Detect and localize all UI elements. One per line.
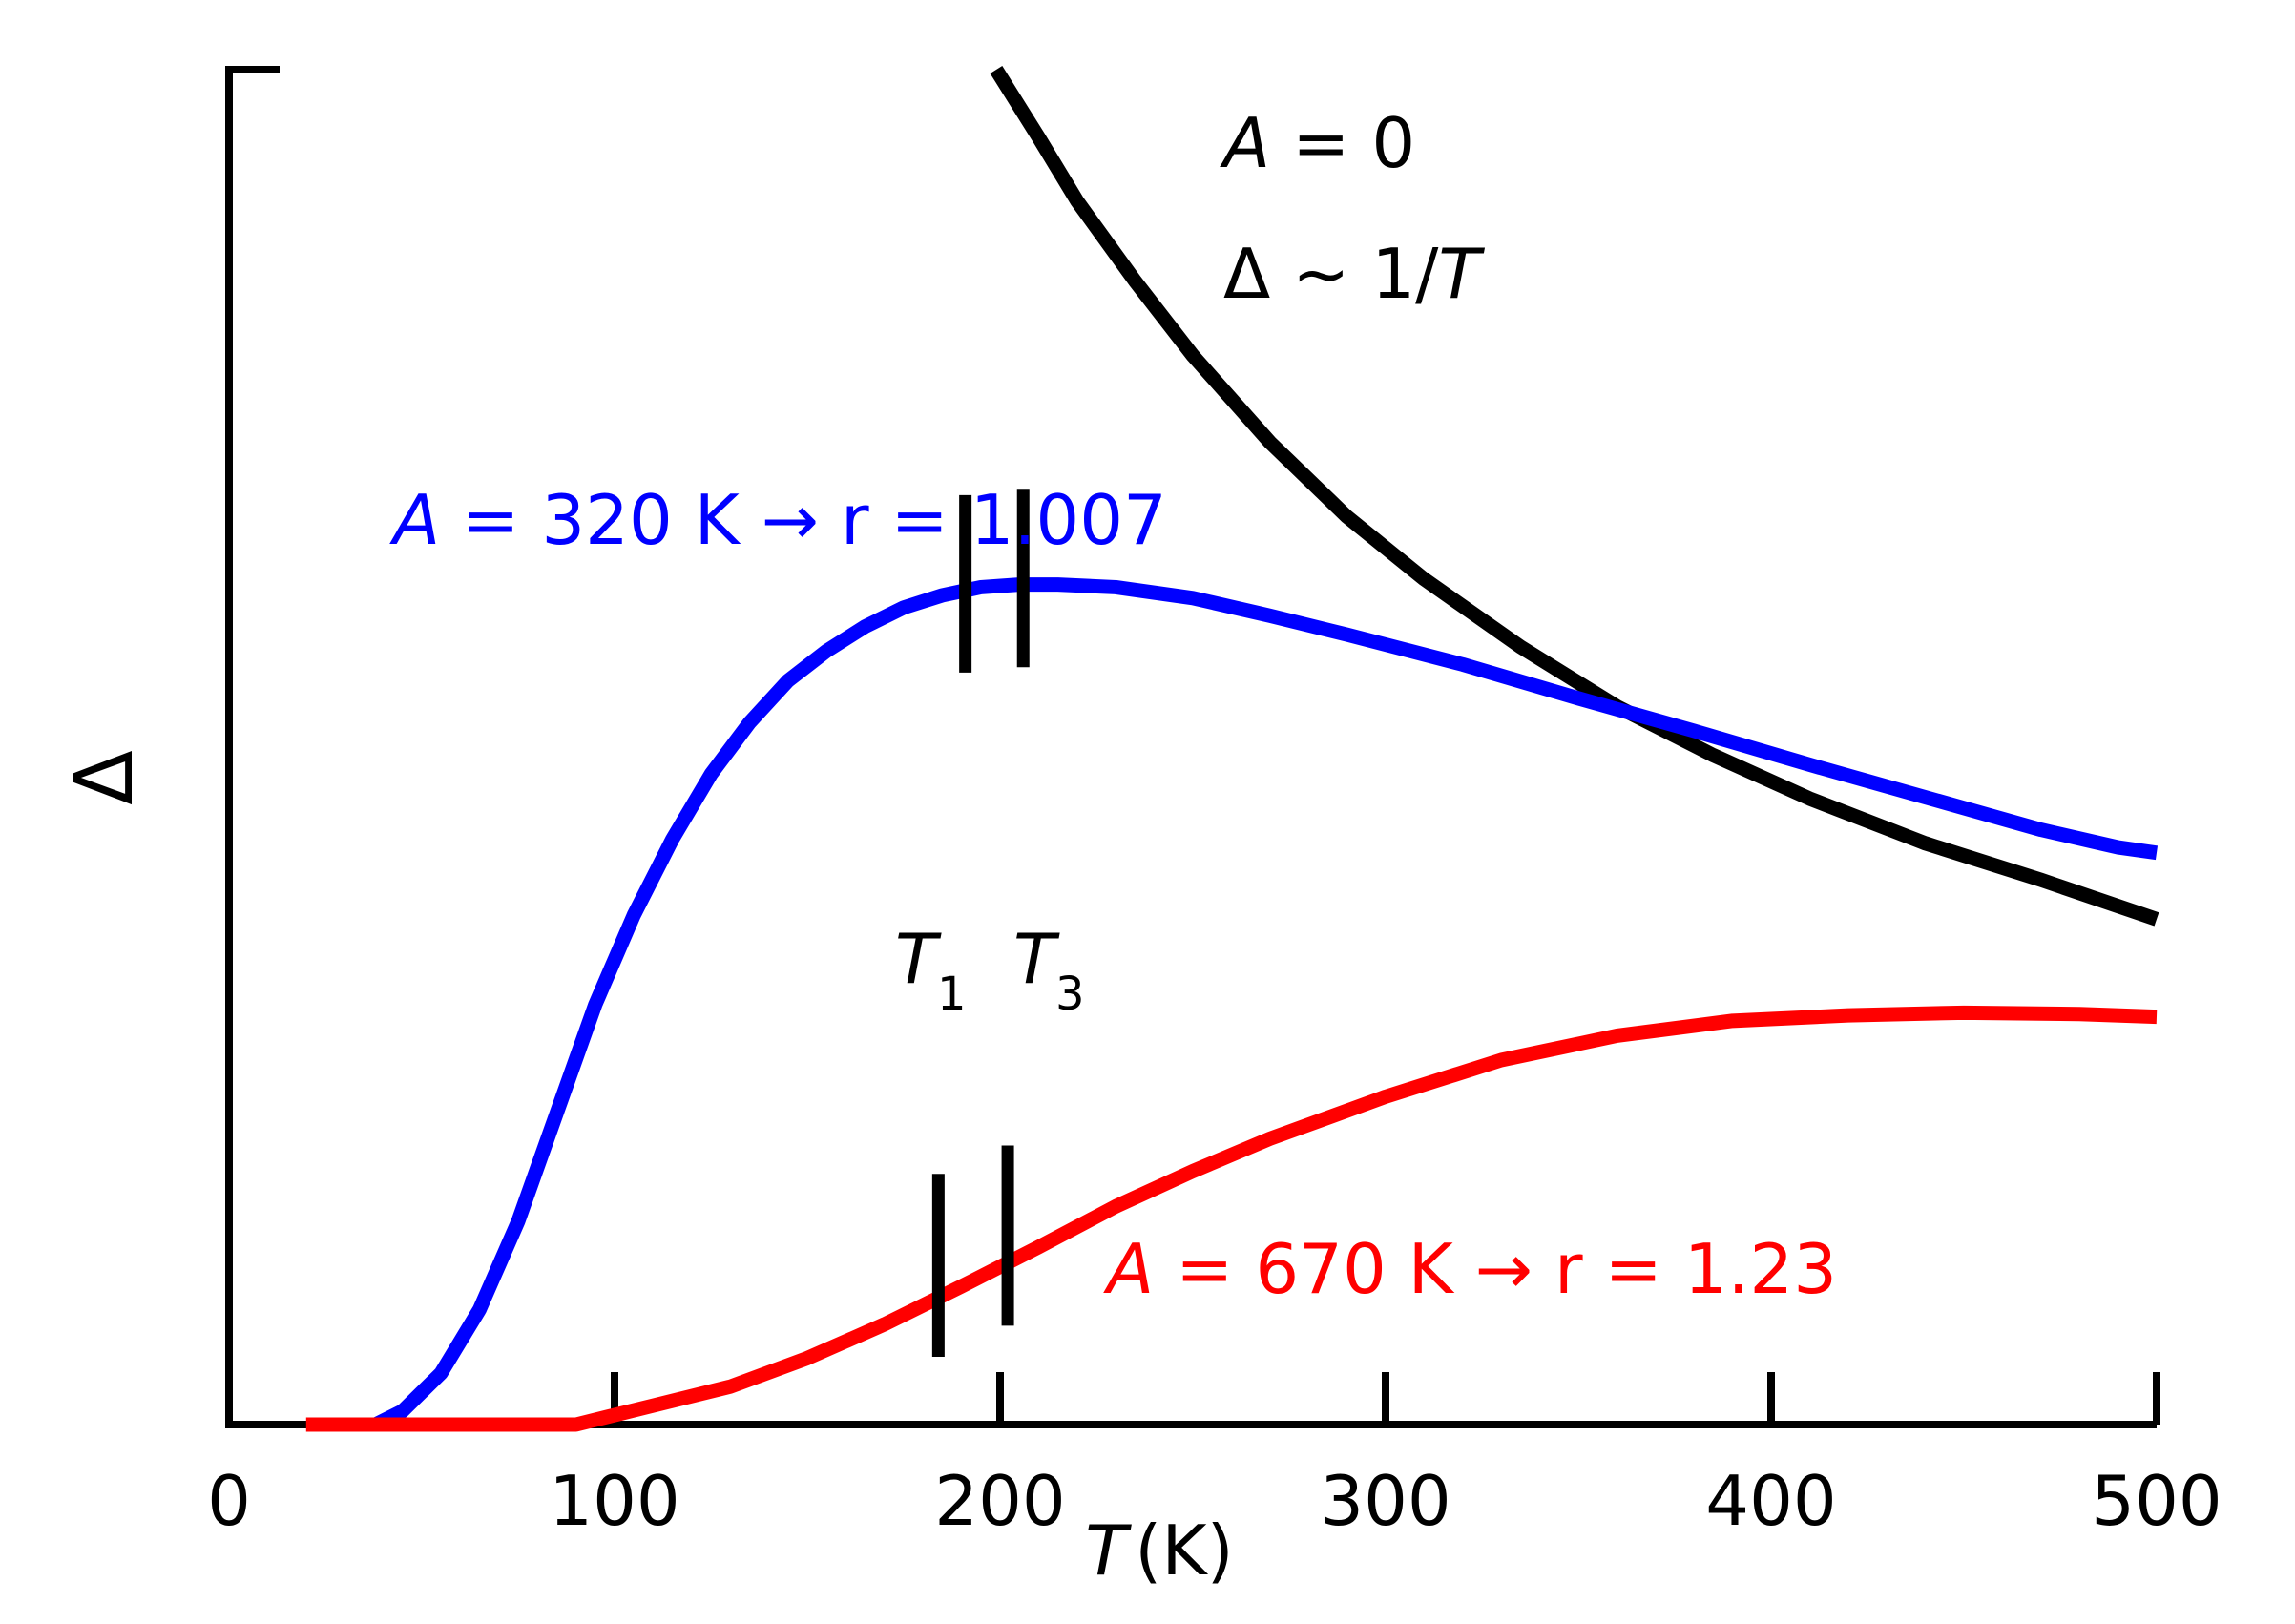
label-t3-sub: 3 [1055, 968, 1085, 1021]
annotation-red-series-text: = 670 K → r = 1.23 [1154, 1229, 1837, 1309]
annotation-a-zero-text: = 0 [1270, 103, 1415, 183]
annotation-a-zero: A = 0 [1220, 103, 1415, 183]
annotation-red-series-var: A [1103, 1229, 1154, 1309]
annotation-delta-inverse-t-pre: Δ ~ 1/ [1223, 234, 1439, 314]
series-line-2 [372, 577, 2159, 1431]
marker-group [931, 489, 1030, 1357]
y-axis-line [225, 66, 2157, 1428]
label-t1: T1 [895, 919, 967, 1021]
series-line-3 [305, 1005, 2158, 1432]
label-t1-sub: 1 [937, 968, 967, 1021]
annotation-blue-series-var: A [389, 480, 440, 560]
annotation-delta-inverse-t: Δ ~ 1/T [1223, 234, 1485, 314]
annotation-delta-inverse-t-var: T [1438, 234, 1485, 314]
annotation-blue-series-text: = 320 K → r = 1.007 [440, 480, 1167, 560]
series-line-1 [990, 66, 2159, 927]
x-tick-label: 100 [549, 1461, 679, 1541]
label-t3-var: T [1013, 919, 1060, 999]
label-t1-var: T [895, 919, 942, 999]
series-group [305, 66, 2159, 1432]
annotation-blue-series: A = 320 K → r = 1.007 [389, 480, 1167, 560]
x-tick-label: 300 [1320, 1461, 1450, 1541]
axes [225, 66, 2157, 1428]
x-axis-label-unit: (K) [1135, 1510, 1233, 1591]
annotation-red-series: A = 670 K → r = 1.23 [1103, 1229, 1837, 1309]
x-tick-label: 200 [934, 1461, 1065, 1541]
x-tick-label: 0 [207, 1461, 251, 1541]
annotation-a-zero-var: A [1220, 103, 1270, 183]
label-t3: T3 [1013, 919, 1085, 1021]
x-tick-label: 500 [2091, 1461, 2222, 1541]
x-tick-label: 400 [1705, 1461, 1836, 1541]
x-axis-label: T (K) [1085, 1510, 1233, 1591]
y-axis-label: Δ [57, 750, 151, 804]
x-ticks: 0 100 200 300 400 500 [207, 1372, 2222, 1541]
x-axis-label-var: T [1085, 1510, 1132, 1591]
